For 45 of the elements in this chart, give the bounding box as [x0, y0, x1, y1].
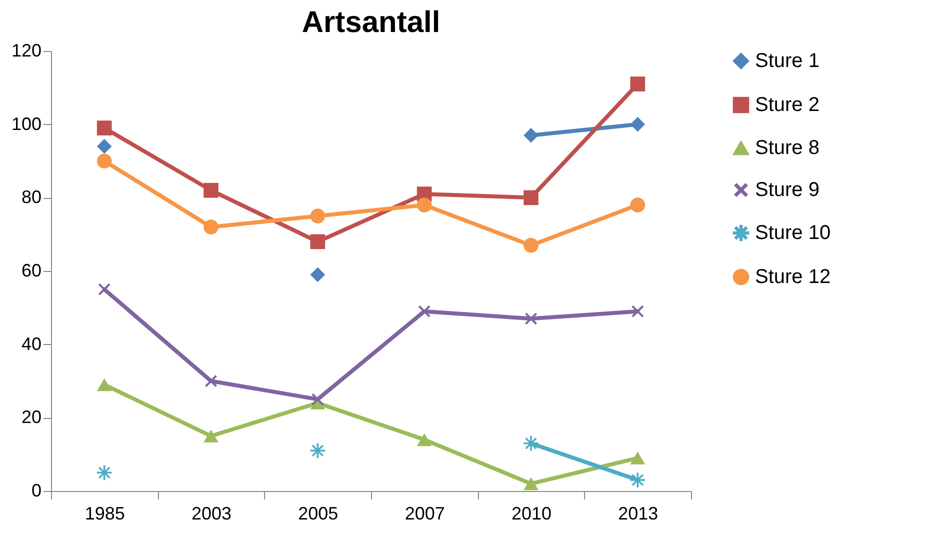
legend-label: Sture 1 [755, 50, 820, 72]
x-tick-label: 1985 [84, 504, 125, 524]
y-tick-label: 40 [21, 334, 42, 354]
x-tick-label: 2010 [511, 504, 552, 524]
legend-label: Sture 8 [755, 137, 820, 159]
point [310, 234, 326, 250]
y-tick-label: 100 [11, 114, 42, 134]
point [525, 312, 537, 325]
point [310, 267, 326, 282]
point [630, 76, 646, 92]
y-tick-label: 60 [21, 260, 42, 280]
point [96, 378, 112, 392]
point [312, 393, 324, 406]
chart-title: Artsantall [302, 6, 440, 39]
point [416, 433, 432, 446]
point [96, 120, 112, 136]
point [98, 283, 110, 296]
legend-label: Sture 12 [755, 266, 831, 288]
point [204, 220, 218, 234]
point [524, 238, 538, 253]
point [418, 305, 430, 318]
point [96, 154, 112, 168]
point [96, 138, 112, 154]
point [630, 116, 646, 132]
legend-label: Sture 2 [755, 94, 820, 116]
x-tick-label: 2005 [298, 504, 338, 524]
x-tick-label: 2013 [618, 504, 658, 524]
point [310, 208, 326, 224]
point [632, 305, 644, 318]
y-tick-label: 0 [31, 480, 42, 500]
point [524, 477, 538, 490]
point [204, 430, 218, 442]
point [524, 190, 538, 206]
legend-label: Sture 9 [755, 179, 820, 201]
x-tick-label: 2003 [191, 504, 232, 524]
point [204, 182, 218, 198]
point [524, 128, 538, 143]
y-tick-label: 80 [21, 187, 42, 208]
point [416, 198, 432, 212]
x-tick-label: 2007 [404, 504, 445, 524]
point [630, 198, 646, 212]
y-tick-label: 120 [11, 40, 42, 60]
point [630, 452, 646, 464]
y-tick-label: 20 [21, 407, 42, 428]
legend-label: Sture 10 [755, 222, 831, 244]
